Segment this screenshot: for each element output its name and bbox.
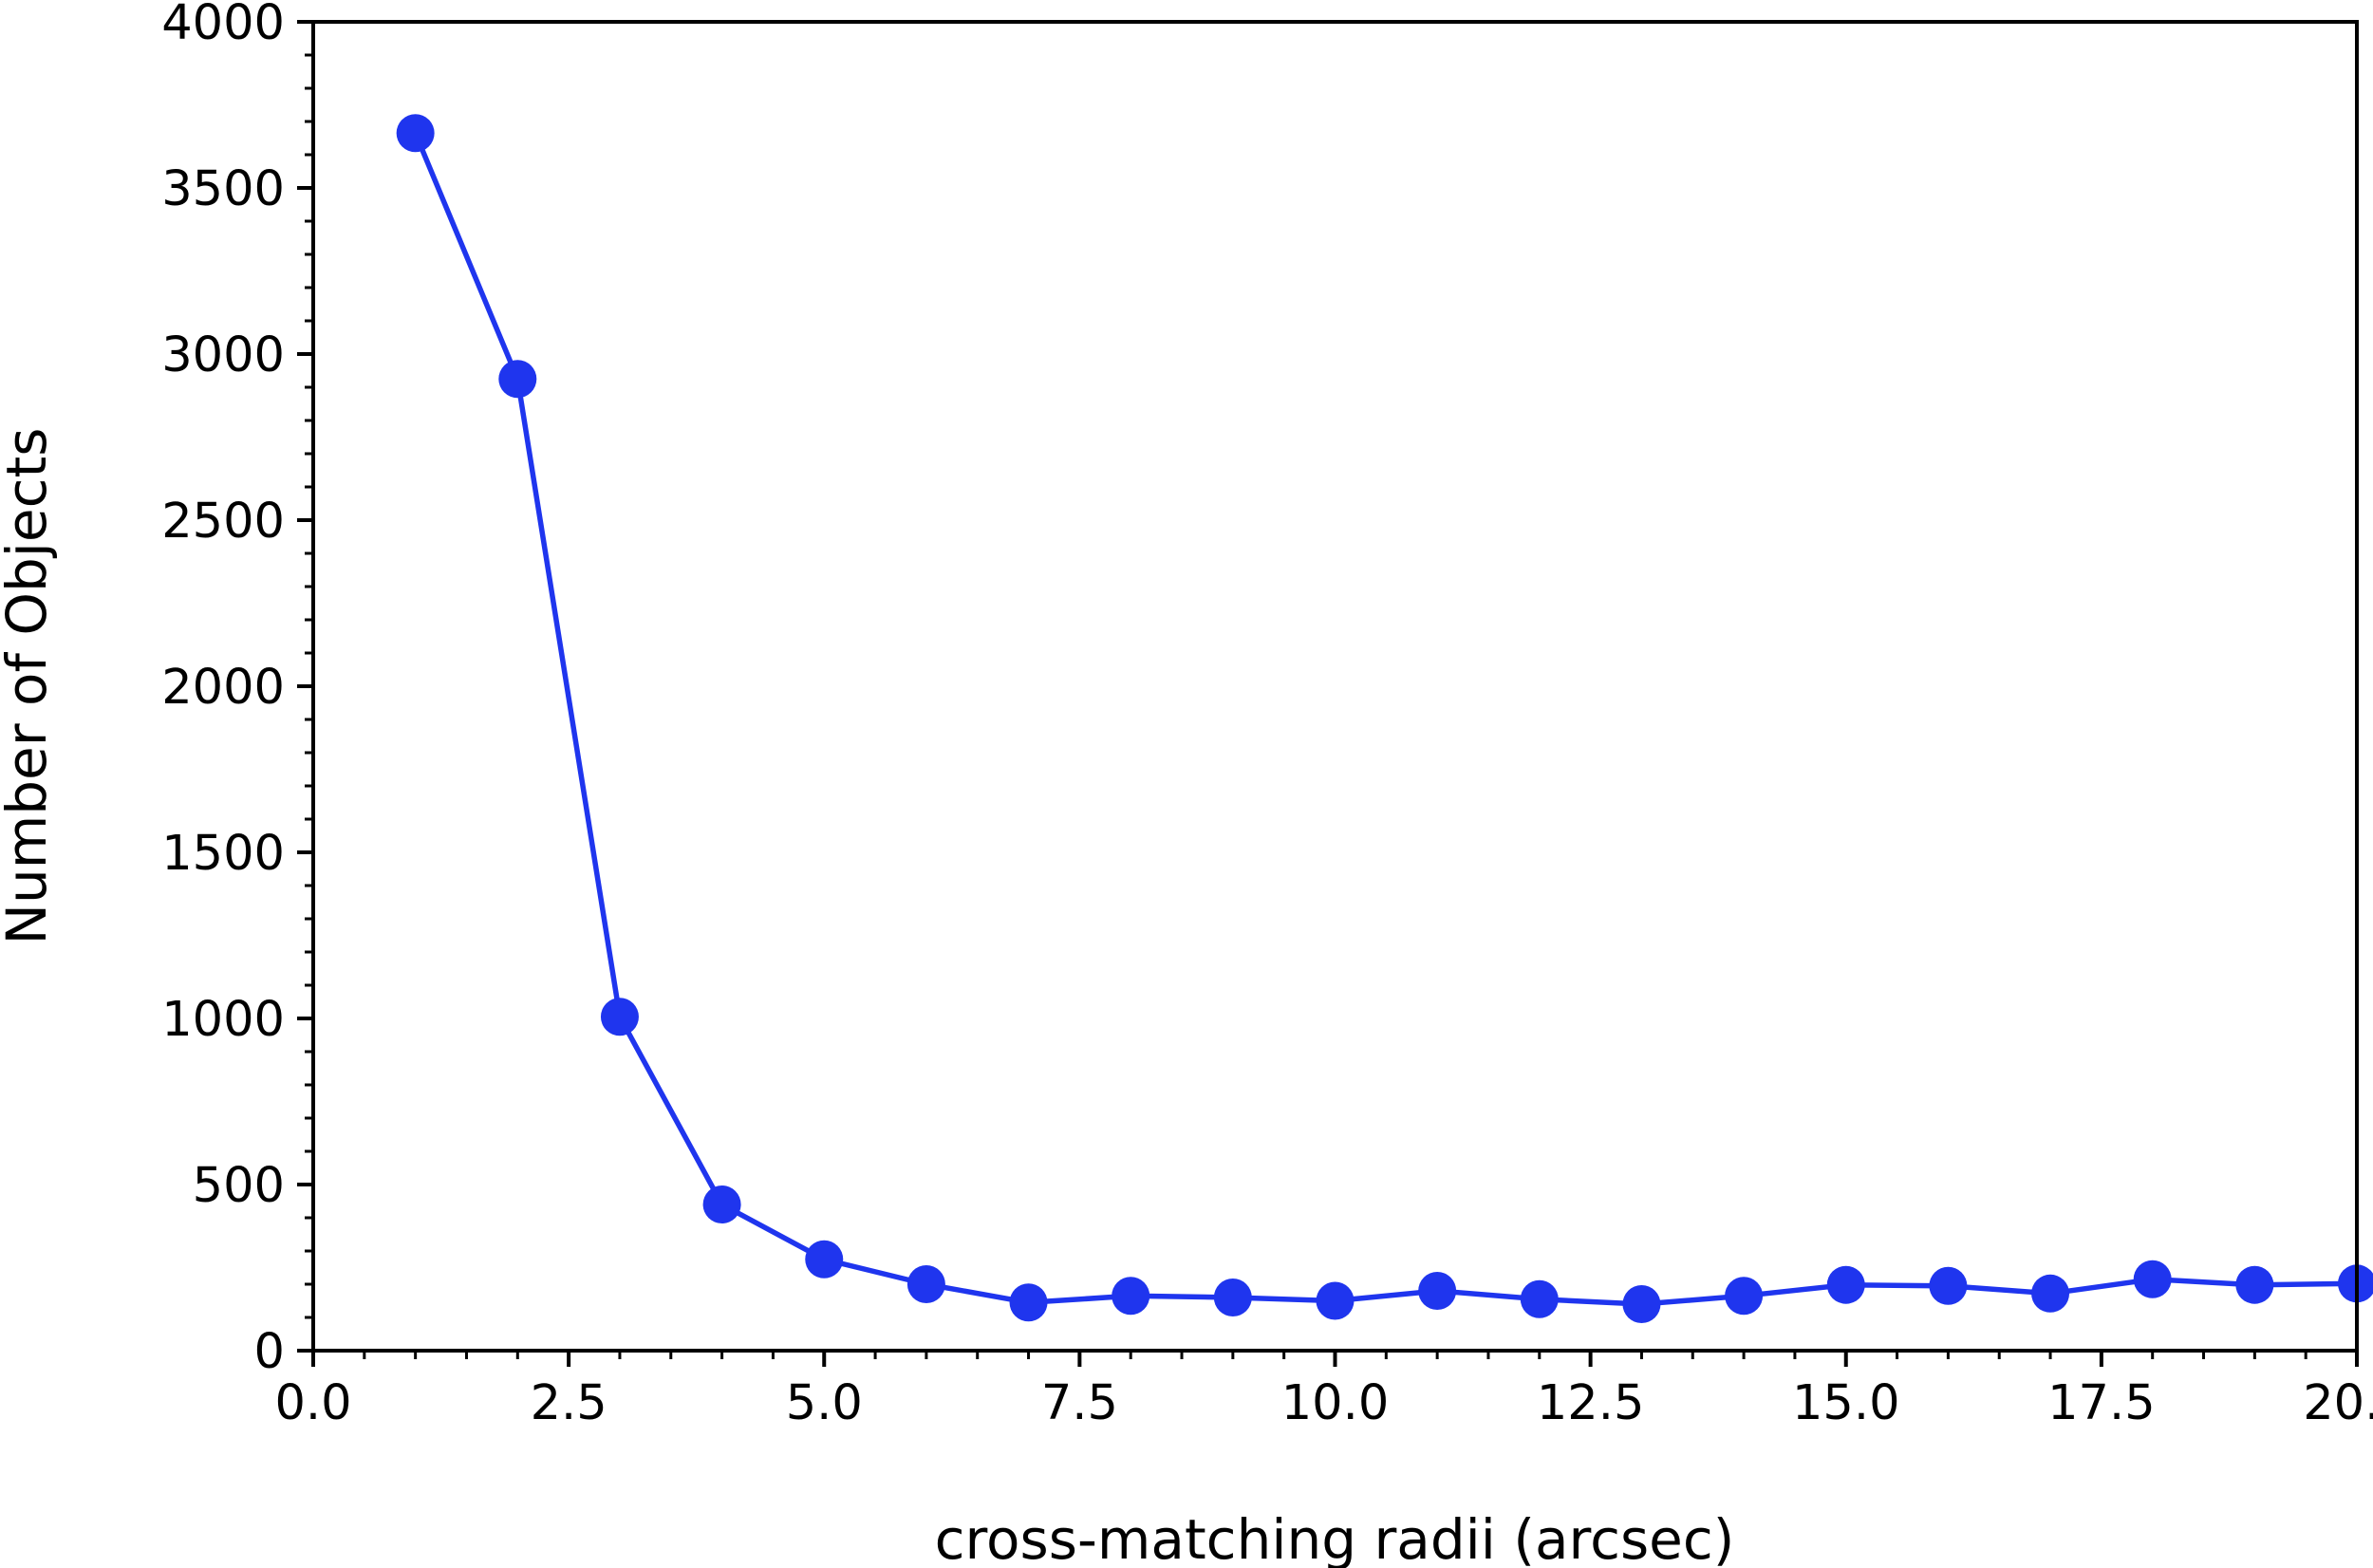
y-tick-labels: 0 500 1000 1500 2000 2500 3000 3500 4000 [161,0,285,1380]
y-tick-label: 0 [254,1324,285,1380]
data-point [1316,1281,1355,1320]
x-tick-label: 7.5 [1041,1375,1118,1431]
x-axis-title: cross-matching radii (arcsec) [935,1507,1735,1568]
data-point [1929,1266,1968,1305]
y-tick-label: 2000 [161,660,285,716]
y-tick-label: 4000 [161,0,285,51]
data-point [2133,1260,2172,1298]
major-ticks [297,20,2359,1367]
x-tick-labels: 0.0 2.5 5.0 7.5 10.0 12.5 15.0 17.5 20.0 [274,1375,2373,1431]
y-axis-title: Number of Objects [0,428,59,945]
y-tick-label: 1500 [161,826,285,882]
series-layer [396,114,2373,1323]
x-tick-label: 15.0 [1792,1375,1900,1431]
x-tick-label: 5.0 [786,1375,863,1431]
data-point [1725,1277,1764,1316]
x-tick-label: 17.5 [2047,1375,2156,1431]
data-point [2235,1265,2274,1304]
data-point [1418,1272,1457,1310]
x-tick-label: 0.0 [274,1375,351,1431]
data-point [1213,1279,1252,1316]
x-tick-label: 12.5 [1537,1375,1645,1431]
y-tick-label: 2500 [161,494,285,550]
x-tick-label: 20.0 [2303,1375,2373,1431]
data-point [906,1265,945,1303]
y-tick-label: 3500 [161,161,285,217]
minor-ticks [305,53,2308,1359]
y-tick-label: 500 [193,1158,285,1214]
data-point [2031,1274,2070,1313]
data-point [1826,1265,1865,1304]
data-point [1009,1283,1048,1322]
data-point [600,998,639,1036]
plot-frame [311,20,2359,1353]
data-point [805,1240,844,1279]
x-tick-label: 10.0 [1281,1375,1390,1431]
data-point [396,114,435,153]
y-tick-label: 3000 [161,327,285,383]
data-point [1622,1285,1661,1323]
data-point [498,360,537,399]
data-point [702,1185,741,1223]
data-point [1112,1277,1150,1316]
data-point [1520,1279,1559,1318]
series-line [413,132,2358,1307]
x-tick-label: 2.5 [531,1375,607,1431]
y-tick-label: 1000 [161,992,285,1048]
